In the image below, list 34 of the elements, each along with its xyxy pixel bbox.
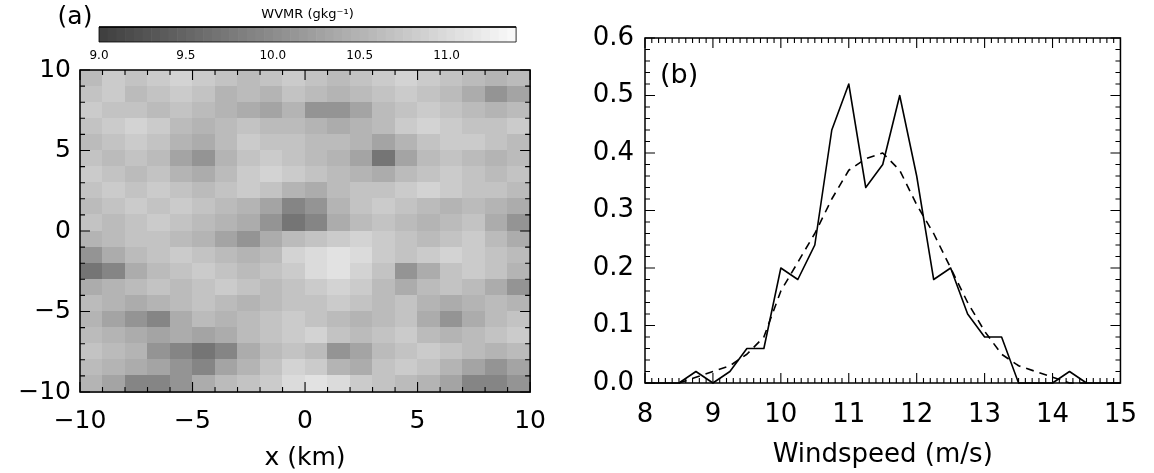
x-axis-title: Windspeed (m/s) — [772, 438, 993, 469]
y-tick-label: 0.0 — [592, 365, 634, 396]
x-tick-label: 8 — [636, 398, 654, 429]
x-tick-label: 12 — [900, 398, 934, 429]
x-tick-label: 0 — [297, 404, 313, 434]
y-tick-label: 0 — [55, 214, 71, 244]
x-axis-title: x (km) — [264, 441, 346, 471]
y-tick-label: −5 — [34, 295, 71, 324]
x-tick-label: 10 — [514, 404, 546, 434]
y-tick-label: 0.5 — [592, 78, 634, 109]
text: (a) — [57, 0, 93, 30]
y-tick-label: −10 — [18, 375, 71, 405]
color-bar-label: 10.0 — [259, 48, 287, 63]
y-tick-label: 0.3 — [592, 193, 634, 224]
color-bar-label: 10.5 — [346, 48, 374, 63]
x-tick-label: 13 — [968, 398, 1002, 429]
x-tick-label: 11 — [832, 398, 866, 429]
y-tick-label: 5 — [55, 134, 71, 163]
x-tick-label: 9 — [704, 398, 722, 429]
y-tick-label: 0.4 — [592, 135, 634, 166]
color-bar-label: 9.0 — [89, 48, 109, 63]
x-tick-label: 15 — [1103, 398, 1137, 429]
x-tick-label: 14 — [1035, 398, 1070, 429]
x-tick-label: 5 — [409, 404, 426, 434]
y-tick-label: 0.1 — [592, 308, 634, 339]
color-bar-title: WVMR (gkg⁻¹) — [261, 6, 354, 22]
x-tick-label: 10 — [764, 398, 798, 429]
annotation: (b) — [660, 58, 699, 90]
color-bar-label: 9.5 — [176, 48, 196, 63]
y-tick-label: 0.6 — [592, 20, 634, 51]
color-bar-label: 11.0 — [433, 48, 460, 63]
y-tick-label: 0.2 — [592, 250, 634, 281]
x-tick-label: −5 — [174, 404, 211, 434]
y-tick-label: 10 — [39, 53, 71, 83]
